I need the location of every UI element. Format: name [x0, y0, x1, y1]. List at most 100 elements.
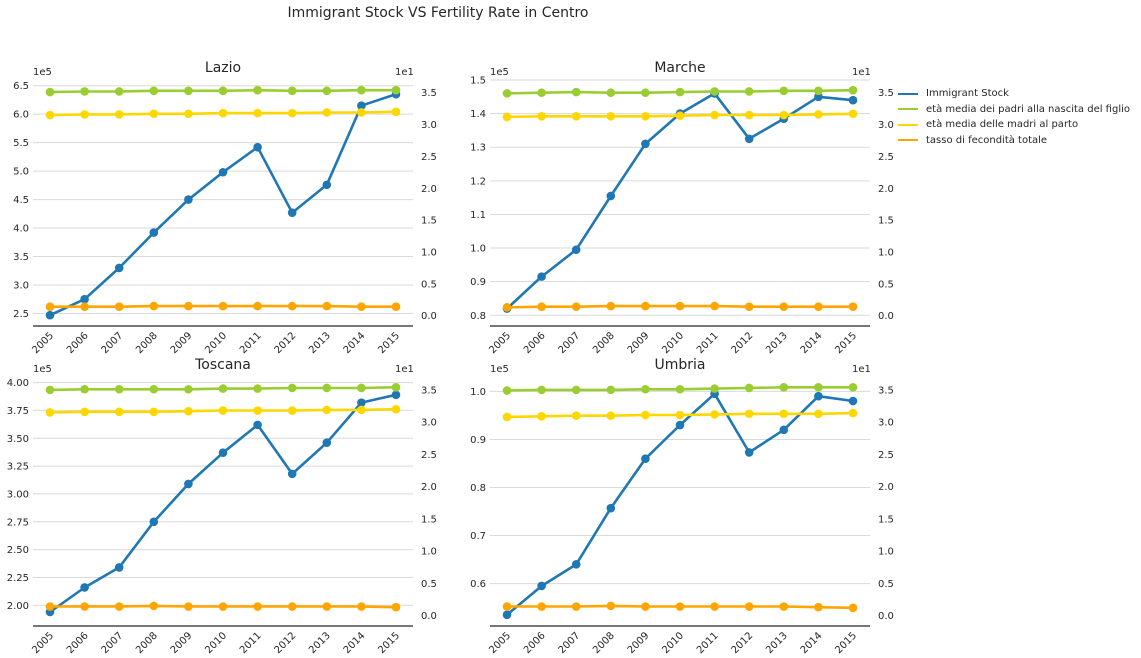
y-right-tick-label: 3.5 [878, 385, 894, 396]
data-point [114, 302, 124, 312]
data-point [537, 581, 546, 591]
y-right-tick-label: 3.0 [878, 120, 894, 131]
data-point [502, 386, 512, 395]
data-point [80, 294, 89, 304]
y-right-tick-label: 1.5 [878, 514, 894, 525]
data-point [537, 385, 546, 395]
y-right-offset-label: 1e1 [852, 364, 871, 375]
y-left-offset-label: 1e5 [490, 364, 509, 375]
data-point [114, 563, 124, 572]
data-point [80, 302, 89, 312]
subplot-title: Umbria [655, 357, 706, 373]
data-point [184, 479, 193, 489]
x-tick-label: 2005 [30, 630, 56, 656]
data-point [710, 602, 719, 611]
data-point [744, 448, 754, 457]
data-point [641, 88, 650, 98]
data-point [80, 583, 89, 592]
y-right-tick-label: 2.0 [421, 482, 437, 493]
y-right-tick-label: 2.5 [878, 152, 894, 163]
y-left-tick-label: 3.25 [7, 462, 29, 473]
data-point [848, 302, 858, 312]
y-left-tick-label: 4.00 [7, 378, 29, 389]
data-point [114, 602, 124, 611]
data-point [391, 107, 401, 117]
y-left-tick-label: 1.0 [470, 387, 486, 398]
subplot-toscana: 2.00 2.25 2.50 2.75 3.00 3.25 3.50 3.75 4.00 0.0 0… [7, 357, 437, 656]
x-tick-label: 2007 [557, 330, 583, 356]
data-point [184, 384, 193, 394]
y-right-tick-label: 2.5 [421, 152, 437, 163]
data-point [675, 301, 685, 311]
y-right-tick-label: 3.5 [421, 88, 437, 99]
data-point [253, 406, 262, 415]
data-point [391, 85, 401, 95]
data-point [814, 92, 823, 102]
data-point [357, 302, 366, 312]
y-right-tick-label: 1.0 [878, 247, 894, 258]
y-right-tick-label: 0.0 [878, 311, 894, 322]
x-tick-label: 2005 [487, 630, 513, 656]
legend-item-eta-padri: età media dei padri alla nascita del fig… [898, 102, 1130, 118]
data-point [80, 384, 89, 394]
data-point [218, 108, 228, 118]
data-point [779, 302, 789, 312]
y-right-tick-label: 1.0 [421, 547, 437, 558]
data-point [814, 391, 823, 401]
data-point [744, 134, 754, 144]
y-left-tick-label: 6.0 [13, 110, 29, 121]
data-point [675, 384, 685, 394]
data-point [537, 602, 546, 611]
x-tick-label: 2011 [695, 330, 721, 356]
x-tick-label: 2010 [203, 630, 229, 656]
data-point [149, 407, 159, 417]
data-point [814, 383, 823, 392]
data-point [641, 454, 650, 463]
x-tick-label: 2010 [203, 330, 229, 356]
x-tick-label: 2014 [799, 630, 825, 656]
x-tick-label: 2012 [273, 630, 299, 656]
legend-swatch [898, 92, 918, 95]
data-point [45, 385, 55, 395]
data-point [675, 87, 685, 97]
legend-swatch [898, 123, 918, 126]
data-point [641, 384, 650, 394]
data-point [80, 407, 89, 417]
data-point [253, 108, 262, 118]
x-tick-label: 2007 [100, 330, 126, 356]
data-point [357, 398, 366, 407]
x-tick-label: 2009 [169, 630, 195, 656]
data-point [848, 396, 858, 406]
x-tick-label: 2013 [764, 630, 790, 656]
y-left-tick-label: 4.0 [13, 224, 29, 235]
x-tick-label: 2014 [342, 630, 368, 656]
data-point [502, 112, 512, 122]
subplot-marche: 0.8 0.9 1.0 1.1 1.2 1.3 1.4 1.5 0.0 0.5 1.0 1.5 2.0 2… [470, 60, 894, 356]
data-point [606, 601, 616, 611]
subplot-title: Lazio [205, 60, 241, 76]
data-point [391, 390, 401, 400]
data-point [848, 408, 858, 418]
y-right-tick-label: 1.5 [421, 514, 437, 525]
data-point [218, 167, 228, 177]
y-right-offset-label: 1e1 [395, 364, 414, 375]
y-right-offset-label: 1e1 [852, 67, 871, 78]
data-point [45, 408, 55, 417]
data-point [322, 108, 332, 117]
y-left-tick-label: 3.00 [7, 489, 29, 500]
data-point [391, 404, 401, 414]
data-point [184, 602, 193, 611]
data-point [149, 86, 159, 96]
data-point [502, 602, 512, 611]
data-point [253, 420, 262, 430]
series-line [506, 92, 854, 310]
data-point [357, 101, 366, 110]
data-point [571, 302, 581, 312]
data-point [253, 602, 262, 611]
data-point [502, 610, 512, 620]
data-point [287, 86, 297, 96]
x-tick-label: 2006 [522, 630, 548, 656]
data-point [253, 301, 262, 311]
x-tick-label: 2008 [591, 630, 617, 656]
data-point [287, 406, 297, 415]
